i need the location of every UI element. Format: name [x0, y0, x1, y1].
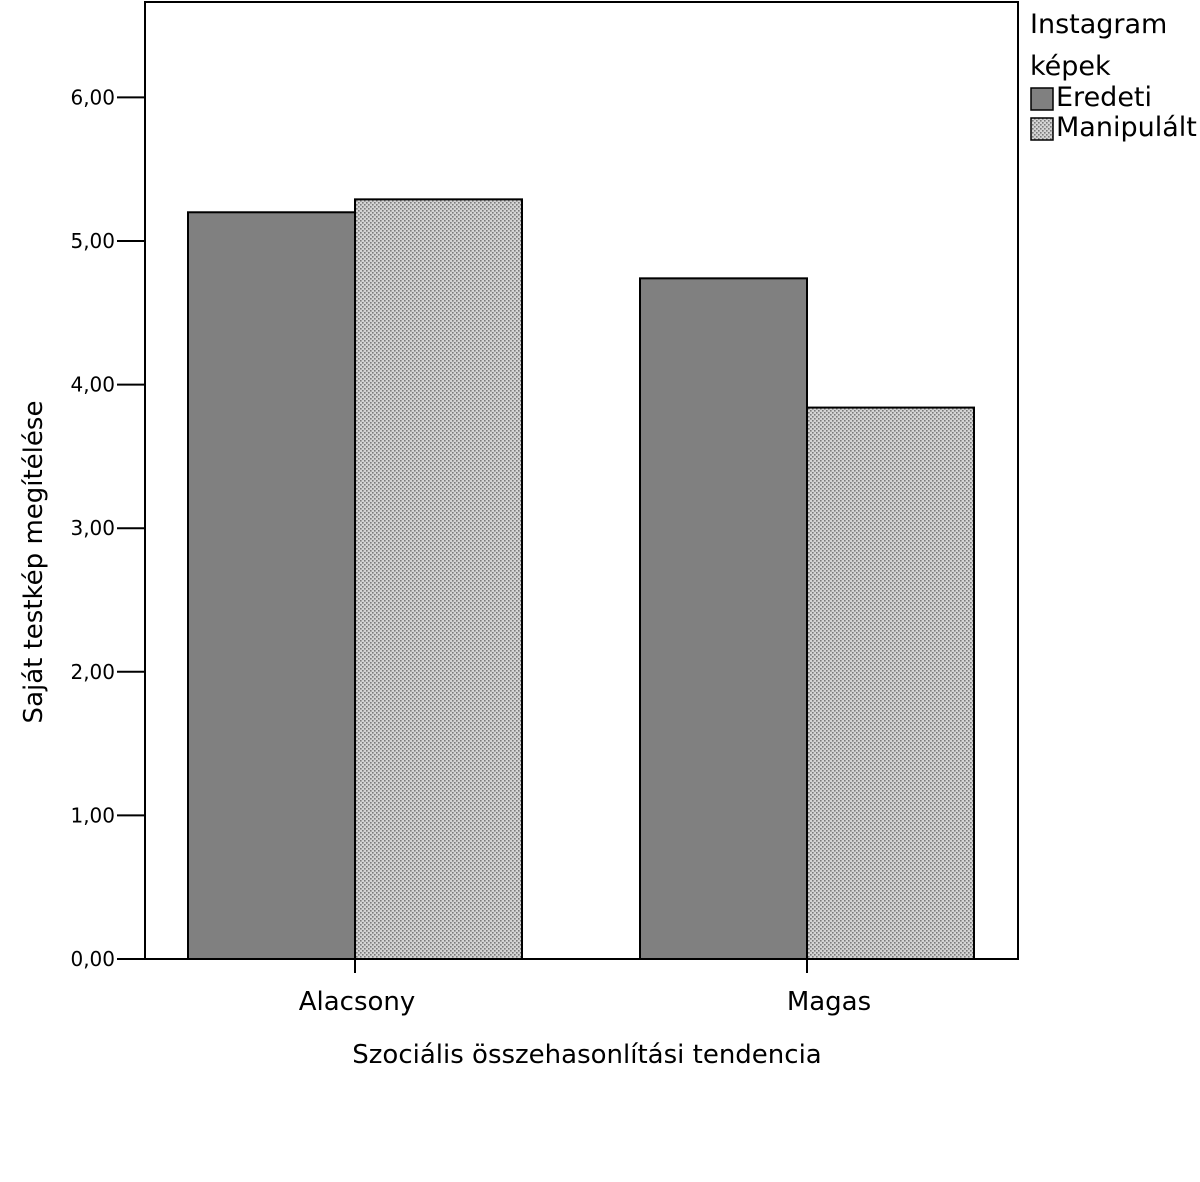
x-tick-label-magas: Magas	[787, 987, 871, 1017]
legend-title-line2: képek	[1030, 51, 1111, 82]
y-axis-title: Saját testkép megítélése	[19, 401, 49, 724]
y-tick-label: 0,00	[70, 947, 115, 971]
y-tick-label: 3,00	[70, 516, 115, 540]
y-tick-label: 6,00	[70, 85, 115, 109]
bars-group	[187, 198, 975, 960]
legend-label-manipulalt: Manipulált	[1056, 112, 1197, 143]
x-tick-label-alacsony: Alacsony	[299, 987, 416, 1017]
legend: Instagram képek Eredeti Manipulált	[1030, 9, 1197, 143]
bar-eredeti-magas	[639, 277, 808, 960]
y-tick-label: 2,00	[70, 660, 115, 684]
y-tick-label: 5,00	[70, 229, 115, 253]
y-axis: 0,00 1,00 2,00 3,00 4,00 5,00 6,00	[70, 85, 145, 971]
legend-swatch-manipulalt	[1030, 117, 1054, 141]
legend-title-line1: Instagram	[1030, 9, 1167, 40]
bar-manipulalt-magas	[806, 406, 975, 960]
y-tick-label: 4,00	[70, 373, 115, 397]
bar-manipulalt-alacsony	[354, 198, 523, 960]
bar-eredeti-alacsony	[187, 211, 356, 960]
y-tick-label: 1,00	[70, 803, 115, 827]
legend-swatch-eredeti	[1030, 87, 1054, 111]
x-axis-title: Szociális összehasonlítási tendencia	[352, 1040, 821, 1070]
x-axis: Alacsony Magas	[299, 959, 871, 1017]
legend-label-eredeti: Eredeti	[1056, 82, 1152, 113]
